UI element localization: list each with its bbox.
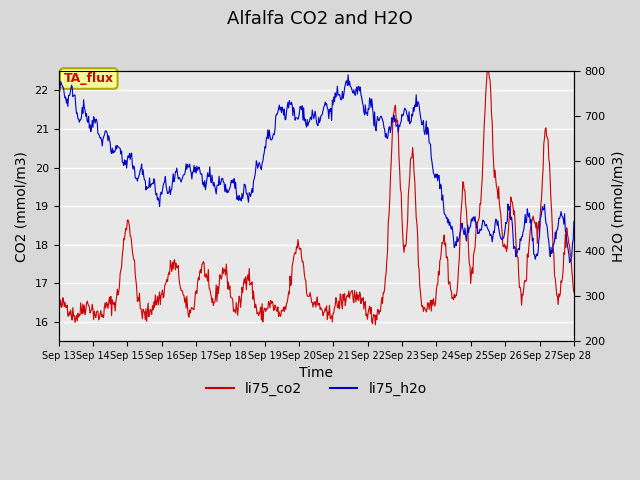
Text: Alfalfa CO2 and H2O: Alfalfa CO2 and H2O <box>227 10 413 28</box>
X-axis label: Time: Time <box>300 366 333 381</box>
Text: TA_flux: TA_flux <box>64 72 114 85</box>
Y-axis label: CO2 (mmol/m3): CO2 (mmol/m3) <box>15 151 29 262</box>
Y-axis label: H2O (mmol/m3): H2O (mmol/m3) <box>611 150 625 262</box>
Legend: li75_co2, li75_h2o: li75_co2, li75_h2o <box>200 376 432 402</box>
